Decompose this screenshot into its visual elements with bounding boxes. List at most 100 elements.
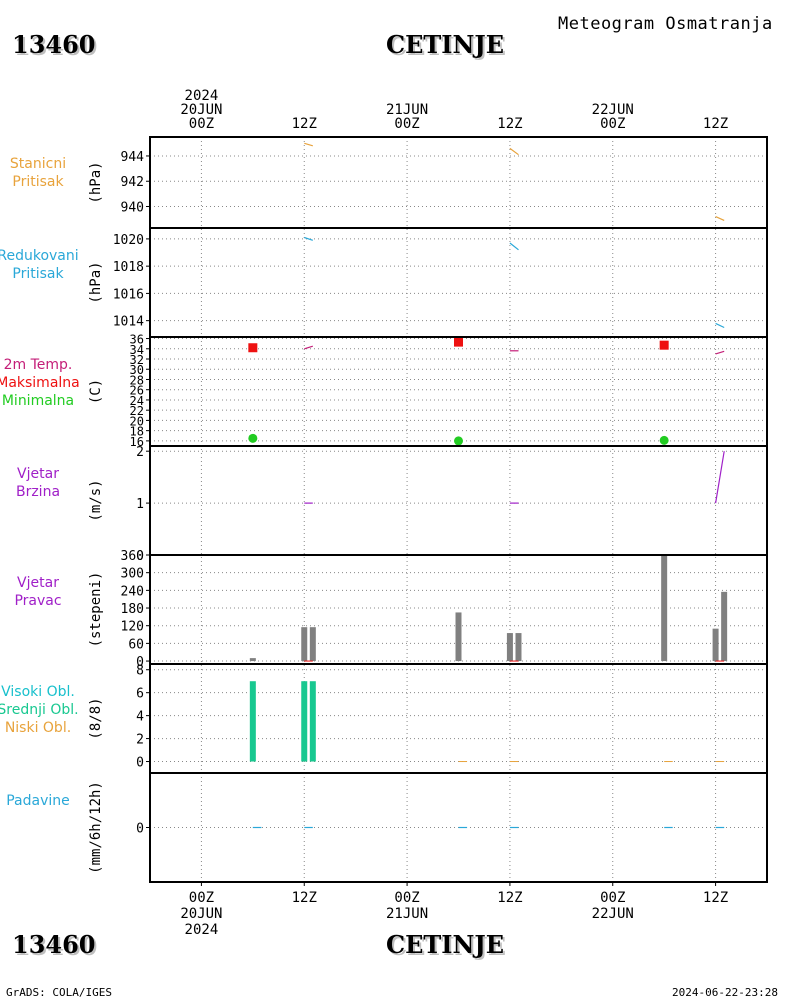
station-id-bottom: 13460: [12, 930, 96, 959]
panel-label-wind-direction: Vjetar Pravac: [0, 574, 88, 610]
y-tick-label: 22: [130, 404, 144, 418]
y-tick-label: 0: [136, 549, 144, 564]
y-tick-label: 2: [136, 445, 144, 460]
panel-label-line: Maksimalna: [0, 375, 80, 391]
bar: [661, 555, 668, 662]
bar: [249, 681, 256, 762]
chart-title: Meteogram Osmatranja: [558, 14, 773, 34]
series-line: [509, 147, 519, 156]
panel-label-line: Stanicni: [9, 156, 67, 172]
y-axis-label: (mm/6h/12h): [88, 781, 104, 874]
y-tick-label: 300: [121, 567, 144, 582]
series-line: [715, 216, 725, 221]
time-tick-label-top: 20JUN: [180, 102, 222, 118]
bar: [301, 681, 308, 762]
panel-border: [149, 772, 768, 883]
time-tick-label-top: 2024: [185, 88, 219, 104]
time-tick-label-top: 21JUN: [386, 102, 428, 118]
panel-label-line: Pravac: [14, 593, 62, 609]
y-axis-label: (m/s): [88, 479, 104, 521]
time-tick-label-top: 00Z: [394, 116, 419, 132]
panel-station-pressure: 940 942 944 (hPa): [88, 136, 768, 229]
panel-border: [149, 336, 768, 447]
panel-label-reduced-pressure: Redukovani Pritisak: [0, 247, 88, 283]
time-tick-label-bottom: 20JUN: [180, 906, 222, 922]
panel-border: [149, 663, 768, 774]
y-axis-label: (hPa): [88, 261, 104, 303]
bar: [721, 591, 728, 662]
panel-label-line: Vjetar: [17, 466, 59, 482]
panel-label-station-pressure: Stanicni Pritisak: [0, 155, 88, 191]
bar: [249, 658, 256, 662]
bar: [309, 627, 316, 662]
y-axis-label: (C): [88, 379, 104, 404]
max-temp-marker: [659, 340, 669, 350]
y-tick-label: 0: [136, 756, 144, 771]
time-tick-label-top: 00Z: [600, 116, 625, 132]
y-tick-label: 942: [121, 175, 144, 190]
bar: [515, 633, 522, 662]
time-tick-label-bottom: 22JUN: [592, 906, 634, 922]
y-tick-label: 180: [121, 602, 144, 617]
y-tick-label: 4: [136, 710, 144, 725]
bar: [301, 627, 308, 662]
panel-label-line: Vjetar: [17, 575, 59, 591]
y-tick-label: 28: [130, 373, 144, 387]
y-tick-label: 8: [136, 664, 144, 679]
series-line: [715, 350, 725, 355]
time-tick-label-top: 12Z: [703, 116, 728, 132]
time-tick-label-bottom: 00Z: [394, 890, 419, 906]
panel-reduced-pressure: 1014 1016 1018 1020 (hPa): [88, 227, 768, 338]
y-tick-label: 26: [130, 384, 144, 398]
y-tick-label: 940: [121, 201, 144, 216]
station-id-top: 13460: [12, 30, 96, 59]
series-line: [509, 242, 519, 251]
time-tick-label-bottom: 12Z: [497, 890, 522, 906]
y-tick-label: 20: [130, 414, 144, 428]
panel-label-line: Brzina: [15, 484, 61, 500]
generated-timestamp: 2024-06-22-23:28: [672, 986, 778, 999]
y-tick-label: 1014: [113, 315, 144, 330]
panel-clouds: 0 2 4 6 8 (8/8): [88, 663, 768, 774]
y-tick-label: 18: [130, 425, 144, 439]
y-tick-label: 32: [130, 353, 144, 367]
bar: [309, 681, 316, 762]
y-tick-label: 1020: [113, 233, 144, 248]
min-temp-marker: [659, 435, 669, 445]
time-tick-label-bottom: 12Z: [703, 890, 728, 906]
panel-label-line: Padavine: [6, 793, 70, 809]
panel-precipitation: 0 (mm/6h/12h): [88, 772, 768, 883]
station-name-top: CETINJE: [386, 30, 505, 59]
y-axis-label: (hPa): [88, 161, 104, 203]
panel-label-line: Minimalna: [1, 393, 75, 409]
panel-label-line: Redukovani: [0, 248, 79, 264]
panel-label-line: Niski Obl.: [4, 720, 72, 736]
bar: [455, 612, 462, 662]
series-line: [304, 236, 313, 241]
panel-label-temperature: 2m Temp. Maksimalna Minimalna: [0, 356, 88, 410]
panel-border: [149, 136, 768, 229]
panel-label-clouds: Visoki Obl. Srednji Obl. Niski Obl.: [0, 683, 88, 737]
bar: [712, 628, 719, 662]
panel-wind-speed: 0 1 2 (m/s): [88, 445, 768, 564]
time-tick-label-top: 22JUN: [592, 102, 634, 118]
y-tick-label: 2: [136, 733, 144, 748]
y-axis-label: (8/8): [88, 697, 104, 739]
min-temp-marker: [454, 436, 463, 446]
time-tick-label-top: 00Z: [189, 116, 214, 132]
max-temp-marker: [248, 343, 258, 353]
y-tick-label: 240: [121, 584, 144, 599]
panel-wind-direction: 0 60 120 180 240 300 360 (stepeni): [88, 549, 768, 670]
panel-label-line: 2m Temp.: [3, 357, 73, 373]
panel-label-wind-speed: Vjetar Brzina: [0, 465, 88, 501]
software-credit: GrADS: COLA/IGES: [6, 986, 112, 999]
y-axis-label: (stepeni): [88, 572, 104, 648]
y-tick-label: 360: [121, 549, 144, 564]
panel-border: [149, 445, 768, 556]
panel-label-line: Srednji Obl.: [0, 702, 79, 718]
panel-label-precipitation: Padavine: [0, 792, 88, 810]
panel-label-line: Pritisak: [12, 174, 64, 190]
series-line: [715, 322, 725, 329]
